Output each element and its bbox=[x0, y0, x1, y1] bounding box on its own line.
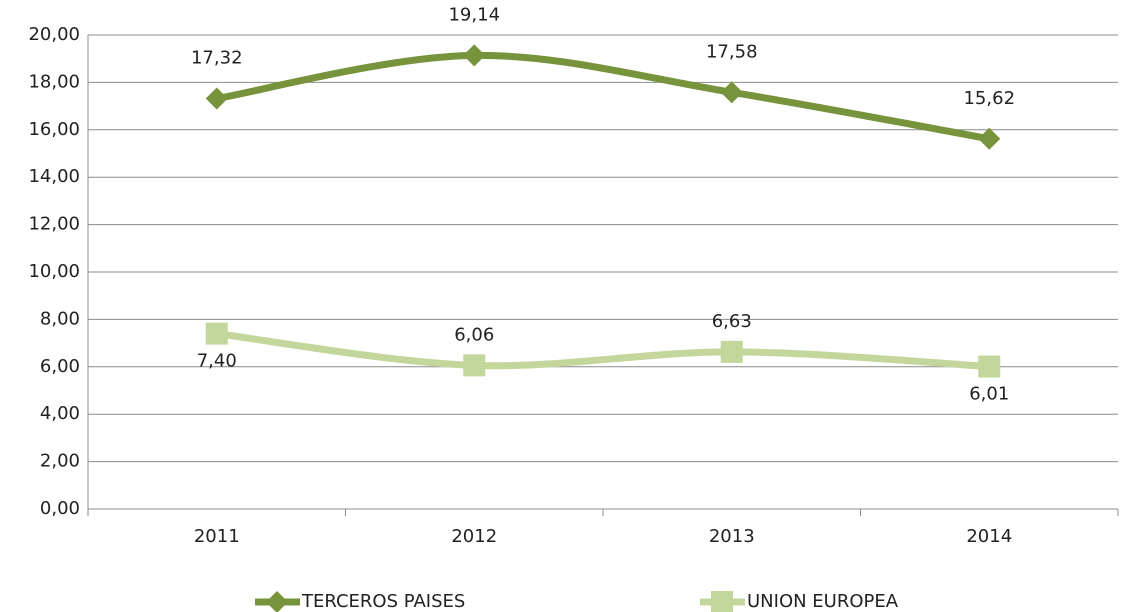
x-tick-label: 2014 bbox=[966, 526, 1012, 547]
data-label: 19,14 bbox=[448, 4, 500, 25]
data-label: 6,63 bbox=[712, 311, 752, 332]
data-point bbox=[720, 81, 743, 104]
y-tick-label: 4,00 bbox=[40, 403, 80, 424]
y-tick-label: 6,00 bbox=[40, 356, 80, 377]
data-point bbox=[720, 340, 743, 363]
legend-marker bbox=[266, 591, 288, 612]
data-point bbox=[205, 322, 228, 345]
data-point bbox=[978, 355, 1001, 378]
data-label: 6,01 bbox=[969, 384, 1009, 405]
data-label: 17,58 bbox=[706, 41, 758, 62]
data-label: 17,32 bbox=[191, 48, 243, 69]
data-point bbox=[463, 354, 486, 377]
data-label: 7,40 bbox=[197, 351, 237, 372]
data-label: 15,62 bbox=[963, 88, 1015, 109]
y-tick-label: 18,00 bbox=[28, 71, 80, 92]
y-tick-label: 0,00 bbox=[40, 498, 80, 519]
data-point bbox=[978, 127, 1001, 150]
y-tick-label: 12,00 bbox=[28, 214, 80, 235]
data-point bbox=[205, 87, 228, 110]
y-tick-label: 16,00 bbox=[28, 119, 80, 140]
legend-marker bbox=[711, 591, 733, 612]
y-tick-label: 20,00 bbox=[28, 24, 80, 45]
data-point bbox=[463, 44, 486, 67]
legend-label: UNION EUROPEA bbox=[747, 591, 899, 612]
x-tick-label: 2013 bbox=[709, 526, 755, 547]
legend-label: TERCEROS PAISES bbox=[301, 591, 465, 612]
series-line bbox=[213, 330, 993, 371]
y-tick-label: 10,00 bbox=[28, 261, 80, 282]
x-tick-label: 2012 bbox=[451, 526, 497, 547]
x-tick-label: 2011 bbox=[194, 526, 240, 547]
data-label: 6,06 bbox=[454, 324, 494, 345]
y-tick-label: 14,00 bbox=[28, 166, 80, 187]
y-tick-label: 2,00 bbox=[40, 451, 80, 472]
y-tick-label: 8,00 bbox=[40, 308, 80, 329]
series-line bbox=[213, 51, 993, 143]
